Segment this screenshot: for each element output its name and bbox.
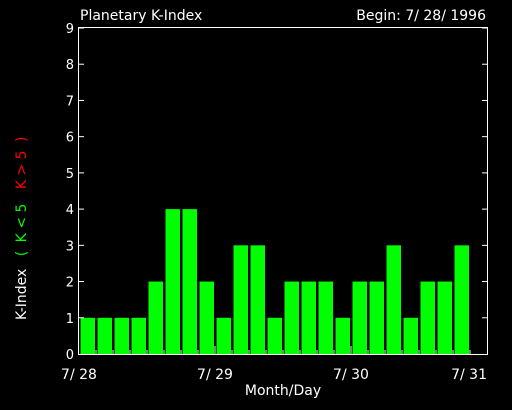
legend-low: K < 5	[14, 204, 30, 243]
legend-open-paren: (	[14, 251, 30, 256]
y-tick-label-1: 1	[66, 312, 74, 327]
x-axis-label: Month/Day	[245, 383, 321, 399]
chart-title: Planetary K-Index	[80, 8, 202, 24]
y-axis-label: K-Index	[14, 269, 30, 320]
bar-4	[131, 317, 146, 354]
y-axis: 0 1 2 3 4 5 6 7 8 9	[66, 22, 487, 363]
bar-17	[352, 281, 367, 354]
x-tick-label-1: 7/ 29	[197, 367, 233, 383]
bar-2	[97, 317, 112, 354]
bar-9	[216, 317, 231, 354]
bar-19	[386, 245, 401, 354]
legend-high: K > 5	[14, 150, 30, 189]
bar-13	[284, 281, 299, 354]
y-tick-label-7: 7	[66, 94, 74, 109]
bar-8	[199, 281, 214, 354]
y-tick-label-2: 2	[66, 276, 74, 291]
y-tick-label-3: 3	[66, 239, 74, 254]
y-axis-label-group: K-Index ( K < 5 K > 5 )	[14, 137, 30, 321]
bar-5	[148, 281, 163, 354]
bar-10	[233, 245, 248, 354]
legend-close-paren: )	[14, 137, 30, 142]
y-tick-label-5: 5	[66, 167, 74, 182]
bar-22	[437, 281, 452, 354]
y-tick-label-6: 6	[66, 131, 74, 146]
bar-21	[420, 281, 435, 354]
bar-12	[267, 317, 282, 354]
y-tick-label-4: 4	[66, 203, 74, 218]
bar-18	[369, 281, 384, 354]
bar-1	[80, 317, 95, 354]
y-tick-label-9: 9	[66, 22, 74, 37]
bar-6	[165, 209, 180, 354]
y-tick-label-0: 0	[66, 348, 74, 363]
x-axis: 7/ 28 7/ 29 7/ 30 7/ 31	[61, 346, 487, 383]
bar-23	[454, 245, 469, 354]
bar-16	[335, 317, 350, 354]
x-tick-label-0: 7/ 28	[61, 367, 97, 383]
bar-11	[250, 245, 265, 354]
bar-14	[301, 281, 316, 354]
x-tick-label-2: 7/ 30	[333, 367, 369, 383]
svg-text:K-Index ( K < 5: K-Index ( K < 5 K > 5 )	[14, 137, 30, 321]
bar-7	[182, 209, 197, 354]
bar-3	[114, 317, 129, 354]
y-tick-label-8: 8	[66, 58, 74, 73]
bar-20	[403, 317, 418, 354]
bars-group	[80, 209, 469, 354]
bar-15	[318, 281, 333, 354]
chart-subtitle: Begin: 7/ 28/ 1996	[356, 8, 486, 24]
plot-frame	[78, 27, 488, 355]
x-tick-label-3: 7/ 31	[451, 367, 487, 383]
